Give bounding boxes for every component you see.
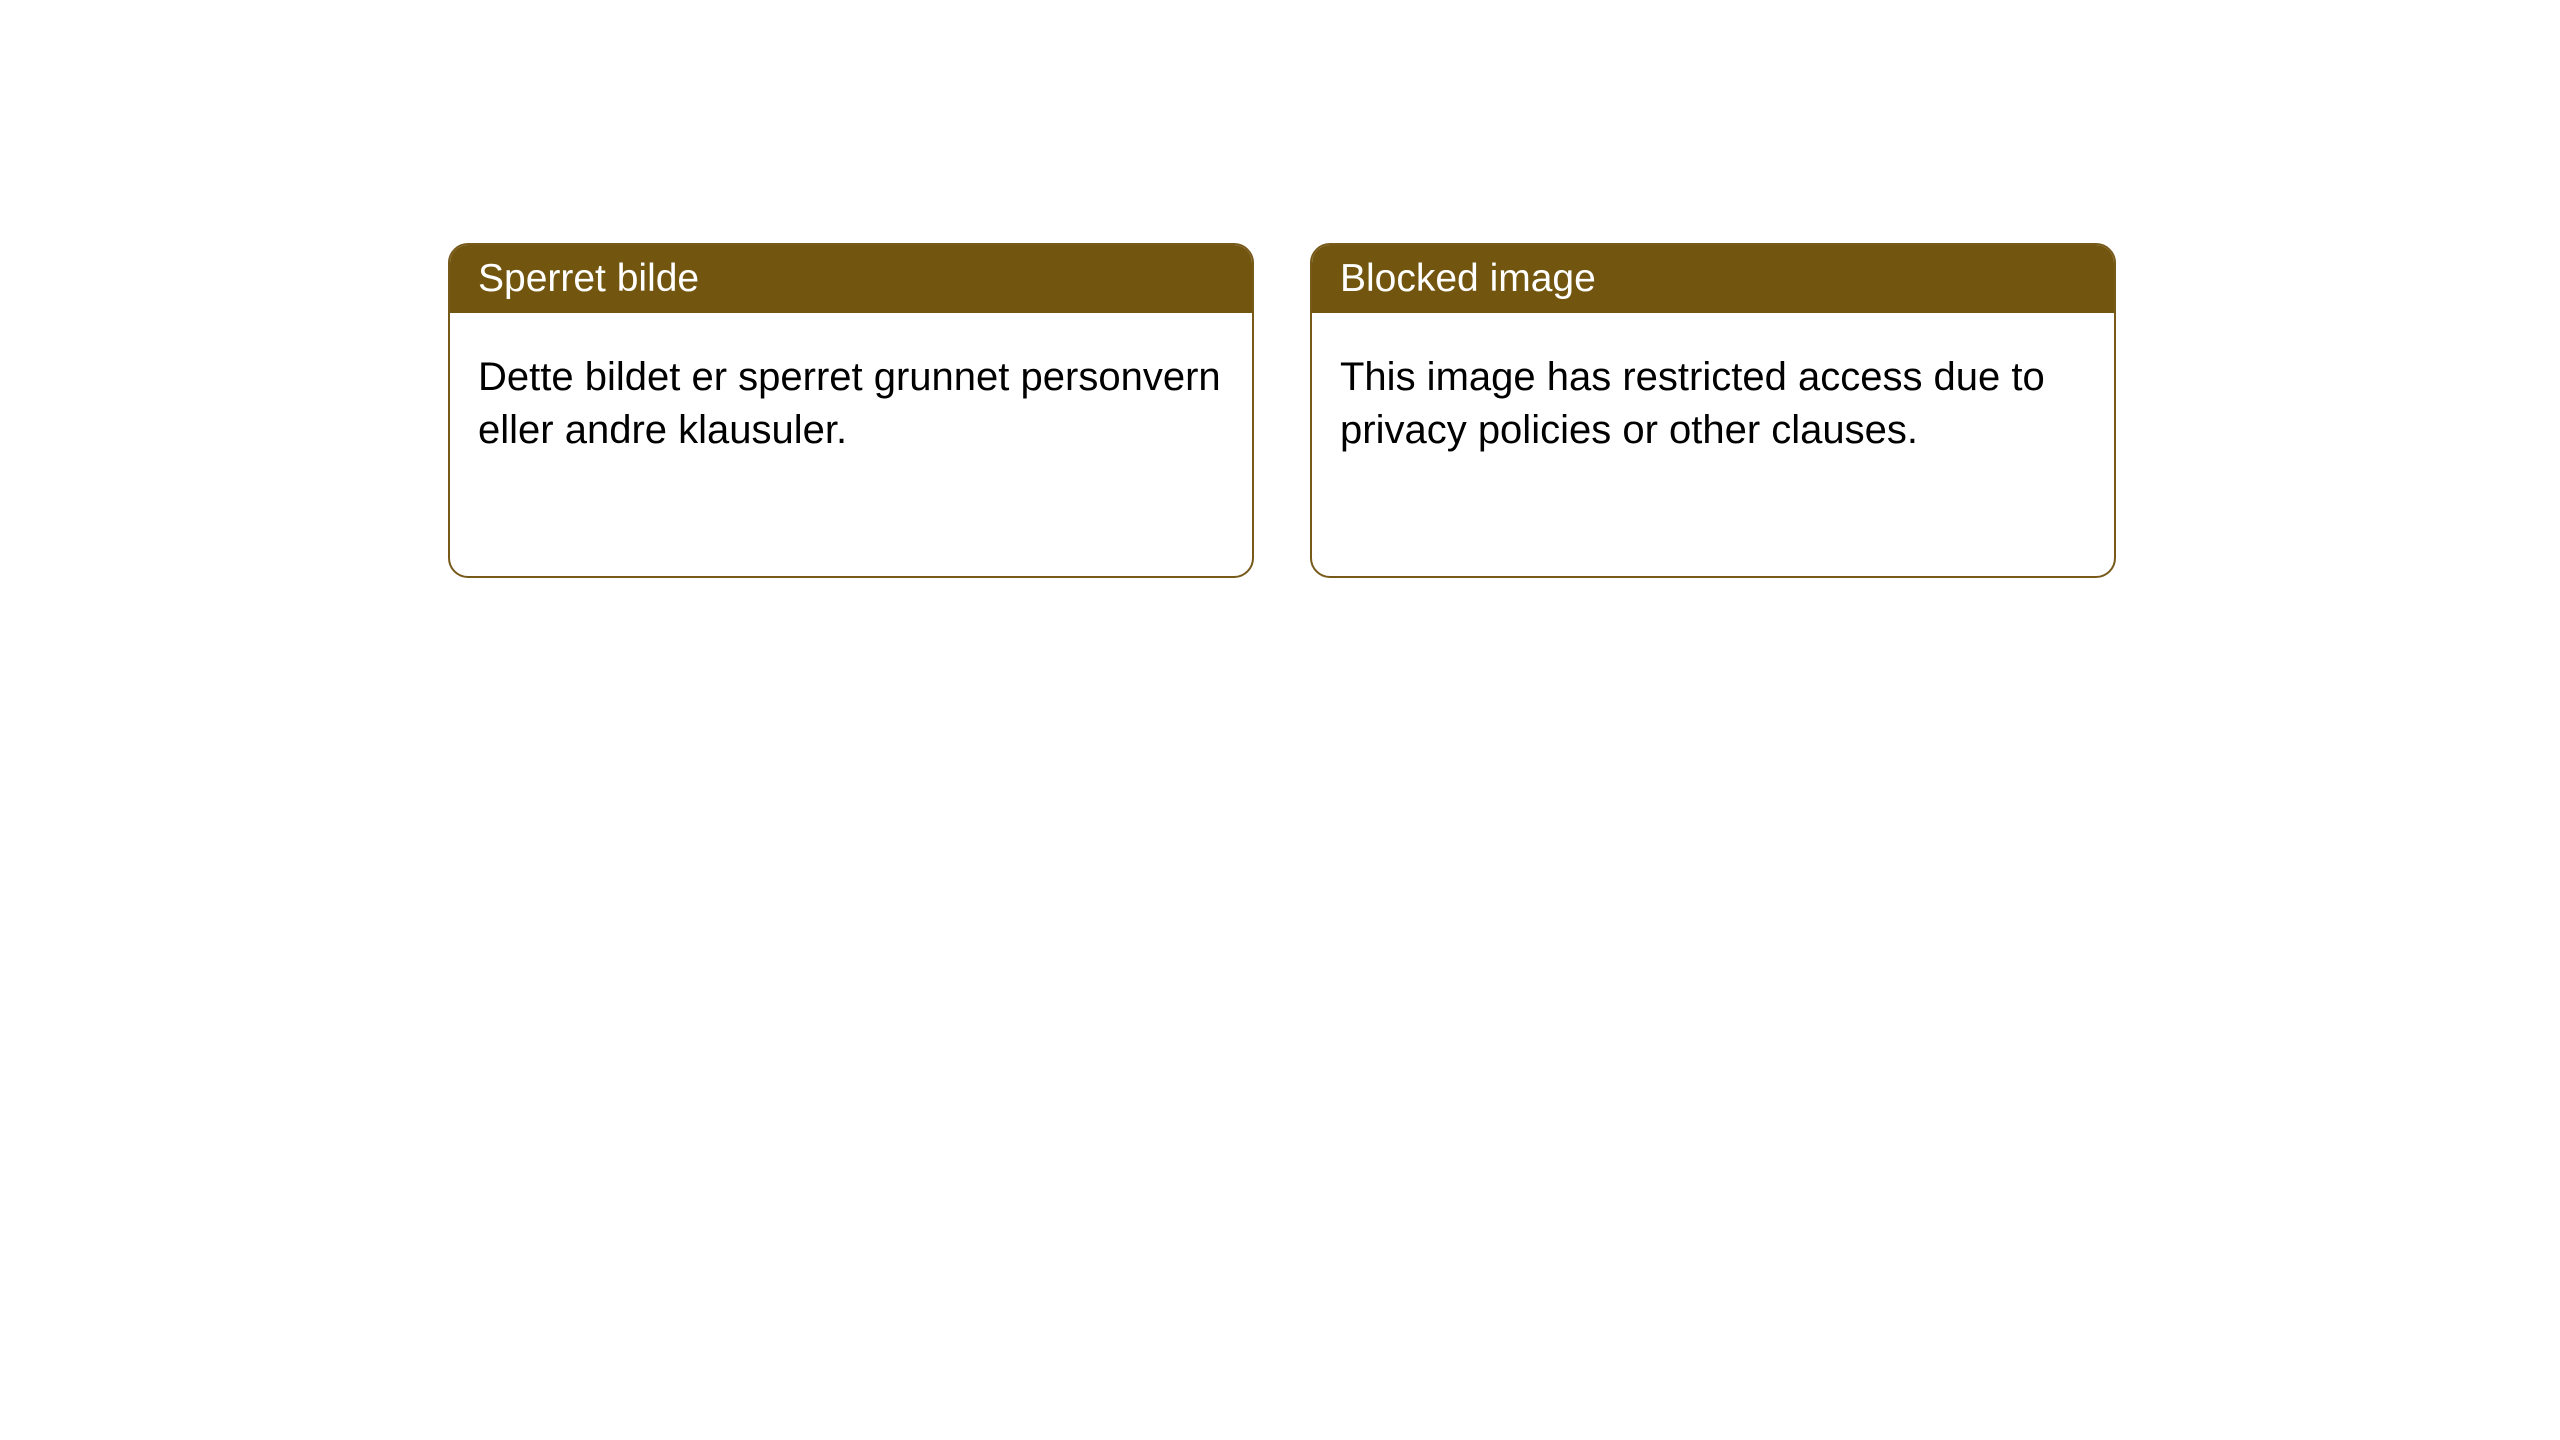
notice-body: This image has restricted access due to … [1312, 313, 2114, 495]
notice-card-english: Blocked image This image has restricted … [1310, 243, 2116, 578]
notice-container: Sperret bilde Dette bildet er sperret gr… [0, 0, 2560, 578]
notice-card-norwegian: Sperret bilde Dette bildet er sperret gr… [448, 243, 1254, 578]
notice-header: Sperret bilde [450, 245, 1252, 313]
notice-header: Blocked image [1312, 245, 2114, 313]
notice-body: Dette bildet er sperret grunnet personve… [450, 313, 1252, 495]
